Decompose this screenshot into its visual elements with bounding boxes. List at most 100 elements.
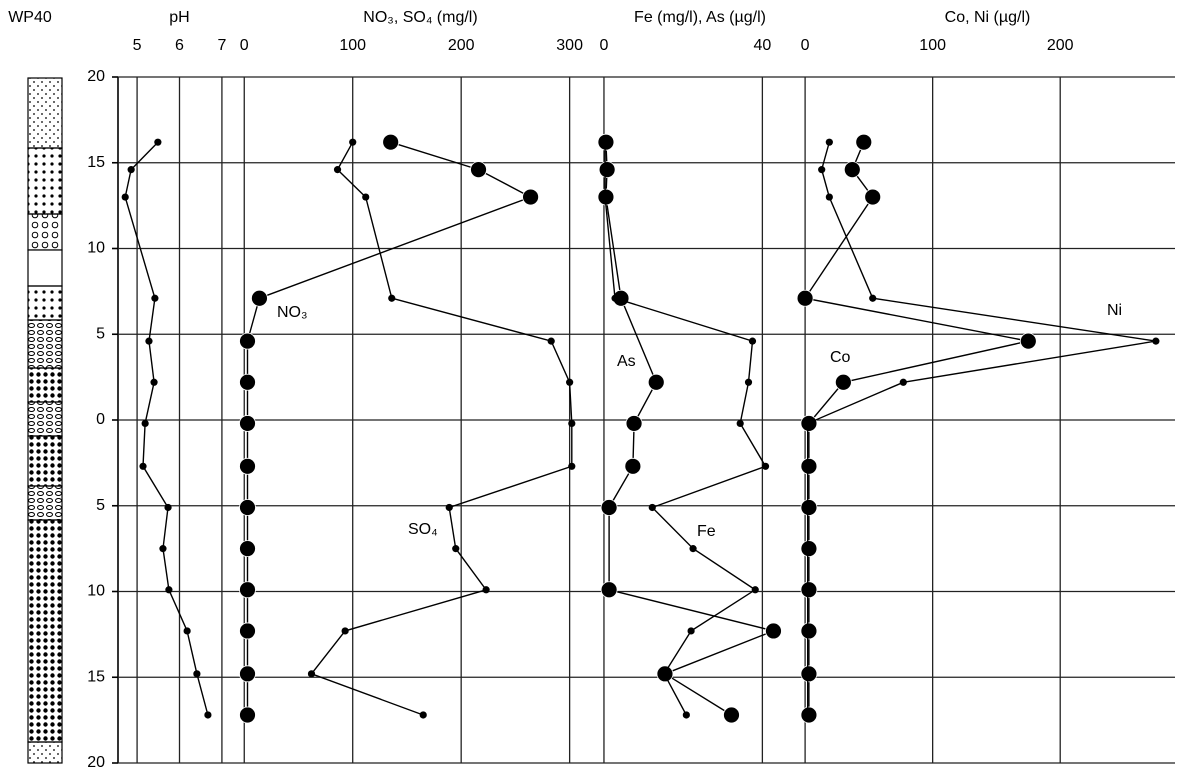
- large-marker: [647, 373, 665, 391]
- small-marker: [165, 586, 173, 594]
- y-tick-label: 15: [87, 668, 105, 685]
- small-marker: [869, 294, 877, 302]
- lithology-column: [27, 77, 63, 764]
- x-tick-label: 200: [448, 37, 475, 54]
- y-tick-label: 0: [96, 411, 105, 428]
- small-marker: [127, 166, 135, 174]
- small-marker: [687, 627, 695, 635]
- large-marker: [864, 188, 882, 206]
- small-marker: [682, 711, 690, 719]
- large-marker: [1019, 332, 1037, 350]
- small-marker: [899, 378, 907, 386]
- large-marker: [382, 133, 400, 151]
- small-marker: [601, 138, 609, 146]
- small-marker: [141, 419, 149, 428]
- small-marker: [825, 138, 833, 146]
- small-marker: [349, 138, 357, 146]
- small-marker: [154, 138, 162, 146]
- large-marker: [843, 161, 861, 179]
- small-marker: [804, 627, 812, 635]
- series-label: Co: [830, 349, 851, 366]
- small-marker: [307, 670, 316, 678]
- series-line: [803, 141, 1029, 715]
- small-marker: [452, 545, 460, 553]
- x-tick-label: 40: [753, 37, 771, 54]
- small-marker: [341, 627, 349, 635]
- panel-title: NO₃, SO₄ (mg/l): [363, 9, 477, 26]
- series-label: Fe: [697, 523, 716, 540]
- small-marker: [818, 166, 826, 174]
- series-line: [124, 141, 209, 716]
- small-marker: [751, 586, 759, 594]
- small-marker: [362, 193, 370, 201]
- y-tick-label: 15: [87, 154, 105, 171]
- small-marker: [648, 503, 656, 512]
- small-marker: [164, 503, 172, 512]
- small-marker: [121, 193, 129, 201]
- large-marker: [239, 373, 256, 391]
- x-tick-label: 0: [240, 37, 249, 54]
- large-marker: [625, 415, 643, 432]
- small-marker: [601, 166, 609, 174]
- series-line: [310, 141, 573, 716]
- large-marker: [239, 540, 256, 558]
- x-tick-label: 200: [1047, 37, 1074, 54]
- x-tick-label: 7: [217, 37, 226, 54]
- y-tick-label: 5: [96, 325, 105, 342]
- x-tick-label: 0: [600, 37, 609, 54]
- small-marker: [804, 586, 812, 594]
- large-marker: [239, 581, 256, 599]
- large-marker: [855, 133, 873, 151]
- small-marker: [145, 337, 153, 345]
- small-marker: [804, 419, 812, 428]
- x-tick-label: 5: [133, 37, 142, 54]
- small-marker: [736, 419, 744, 428]
- series-line: [807, 142, 1157, 715]
- large-marker: [522, 188, 539, 206]
- small-marker: [151, 294, 159, 302]
- chart-title: WP40: [8, 9, 52, 26]
- small-marker: [139, 462, 147, 470]
- small-marker: [689, 545, 697, 553]
- small-marker: [150, 378, 158, 386]
- series-line: [246, 141, 533, 715]
- small-marker: [804, 462, 812, 470]
- series-label: SO₄: [408, 521, 438, 538]
- y-tick-label: 5: [96, 497, 105, 514]
- small-marker: [445, 503, 453, 512]
- large-marker: [251, 289, 268, 307]
- y-tick-label: 20: [87, 754, 105, 771]
- y-tick-label: 10: [87, 240, 105, 257]
- small-marker: [388, 294, 396, 302]
- large-marker: [239, 499, 256, 516]
- y-tick-label: 20: [87, 68, 105, 85]
- small-marker: [611, 294, 619, 302]
- x-tick-label: 6: [175, 37, 184, 54]
- small-marker: [804, 545, 812, 553]
- small-marker: [804, 503, 812, 512]
- x-tick-label: 100: [339, 37, 366, 54]
- small-marker: [183, 627, 191, 635]
- large-marker: [239, 665, 256, 683]
- large-marker: [834, 373, 852, 391]
- small-marker: [159, 545, 167, 553]
- small-marker: [660, 670, 668, 678]
- panel-title: Co, Ni (µg/l): [945, 9, 1031, 26]
- panel-title: Fe (mg/l), As (µg/l): [634, 9, 766, 26]
- x-tick-label: 300: [556, 37, 583, 54]
- series-label: As: [617, 353, 636, 370]
- small-marker: [1152, 337, 1160, 345]
- large-marker: [723, 706, 740, 724]
- small-marker: [761, 462, 770, 470]
- large-marker: [600, 581, 618, 599]
- small-marker: [601, 193, 609, 201]
- small-marker: [566, 378, 574, 386]
- small-marker: [419, 711, 427, 719]
- large-marker: [239, 457, 256, 475]
- large-marker: [470, 161, 487, 179]
- large-marker: [239, 332, 256, 350]
- small-marker: [204, 711, 212, 719]
- large-marker: [239, 706, 256, 724]
- large-marker: [796, 289, 814, 307]
